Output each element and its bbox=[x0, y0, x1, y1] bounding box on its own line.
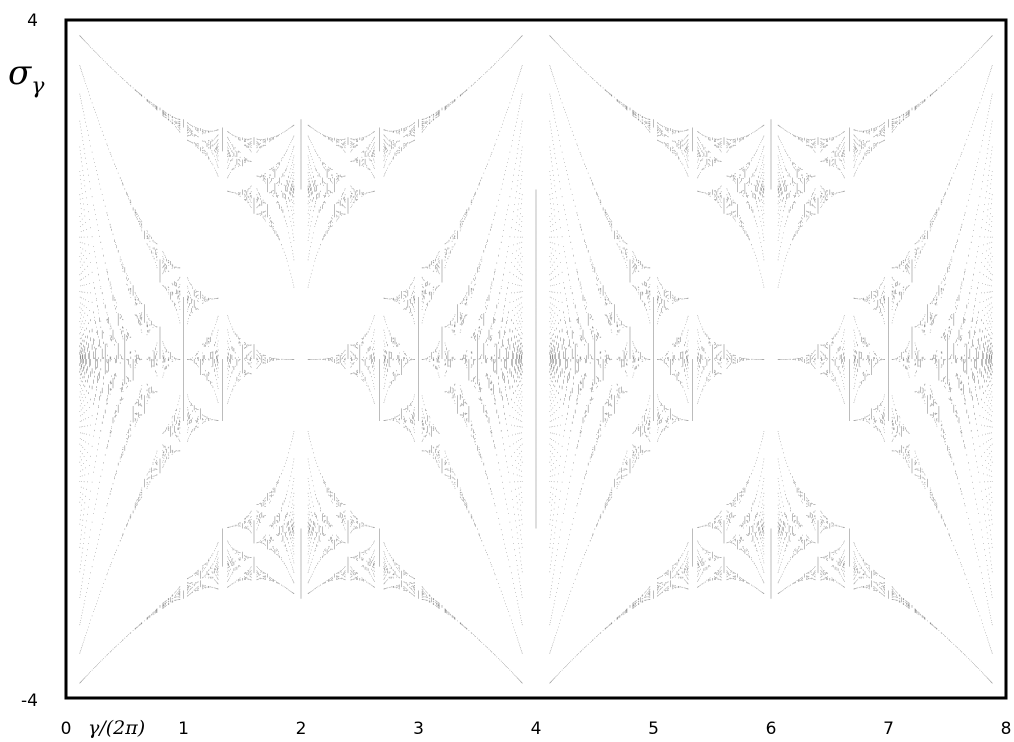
x-axis-label: γ/(2π) bbox=[88, 717, 145, 739]
plot-frame bbox=[64, 18, 1008, 700]
spectrum-band-path bbox=[65, 35, 1007, 684]
y-tick-label: 4 bbox=[27, 11, 38, 31]
x-tick-label: 7 bbox=[883, 719, 894, 739]
x-tick-label: 3 bbox=[413, 719, 424, 739]
x-tick-label: 0 bbox=[61, 719, 72, 739]
x-tick-label: 5 bbox=[648, 719, 659, 739]
x-tick-label: 1 bbox=[178, 719, 189, 739]
x-tick-label: 2 bbox=[296, 719, 307, 739]
x-tick-label: 4 bbox=[531, 719, 542, 739]
spectrum-bands bbox=[65, 35, 1007, 684]
x-tick-label: 8 bbox=[1001, 719, 1012, 739]
y-axis-label: σγ bbox=[8, 53, 45, 99]
x-tick-label: 6 bbox=[766, 719, 777, 739]
y-tick-labels: 4 -4 bbox=[21, 11, 38, 711]
y-tick-label: -4 bbox=[21, 691, 38, 711]
x-tick-labels: 0 1 2 3 4 5 6 7 8 bbox=[61, 719, 1012, 739]
